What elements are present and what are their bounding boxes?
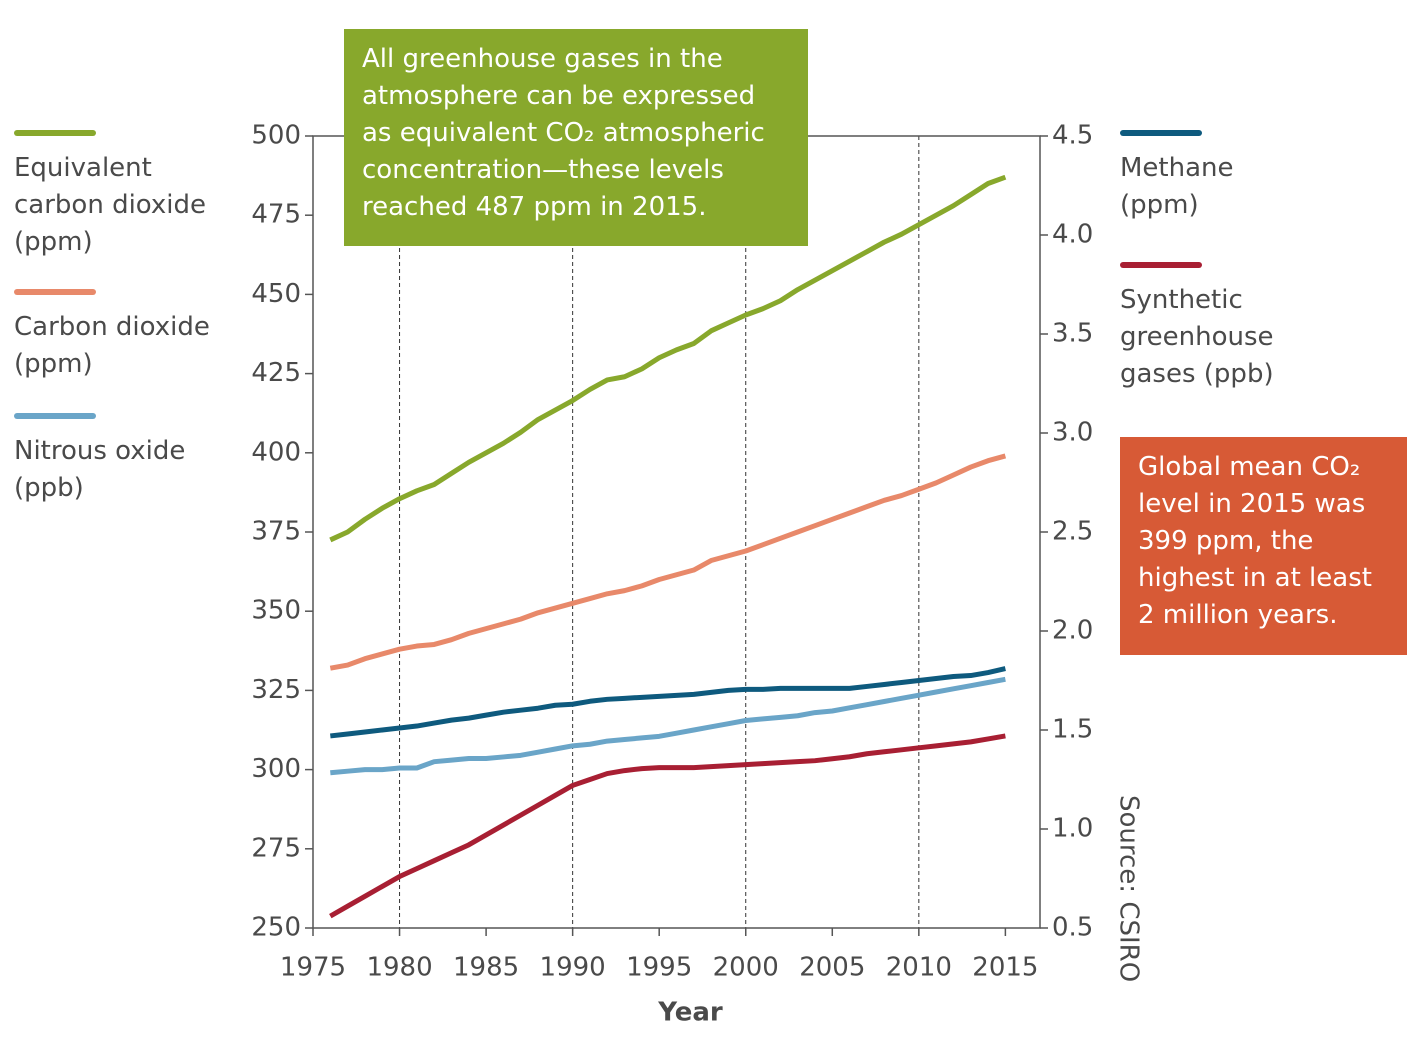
series-line	[329, 733, 1006, 919]
legend-label: Carbon dioxide (ppm)	[14, 312, 210, 379]
series-line	[329, 453, 1007, 671]
x-tick-label: 2005	[799, 953, 865, 983]
y-tick-label: 350	[251, 596, 301, 626]
legend-swatch	[14, 413, 96, 419]
legend-item: Carbon dioxide (ppm)	[14, 289, 244, 383]
legend-item: Methane (ppm)	[1120, 130, 1270, 224]
x-tick-label: 2015	[972, 953, 1038, 983]
x-axis-title: Year	[657, 998, 723, 1028]
series-line	[330, 666, 1006, 739]
source-note: Source: CSIRO	[1114, 795, 1144, 982]
y-tick-label: 325	[251, 675, 301, 705]
y-tick-label: 275	[251, 833, 301, 863]
legend-swatch	[1120, 262, 1202, 268]
y-tick-label: 500	[251, 121, 301, 151]
y-tick-label: 250	[251, 913, 301, 943]
plot-frame	[312, 135, 1041, 929]
legend-item: Synthetic greenhouse gases (ppb)	[1120, 262, 1310, 393]
series-line	[329, 174, 1007, 543]
x-tick-label: 1995	[626, 953, 692, 983]
y-tick-label: 300	[251, 754, 301, 784]
x-tick-label: 2000	[713, 953, 779, 983]
x-tick-label: 1980	[366, 953, 432, 983]
y2-tick-label: 2.0	[1052, 616, 1093, 646]
legend-swatch	[14, 130, 96, 136]
y2-tick-label: 4.0	[1052, 220, 1093, 250]
y2-tick-label: 4.5	[1052, 121, 1093, 151]
y2-tick-label: 3.5	[1052, 319, 1093, 349]
legend-item: Nitrous oxide (ppb)	[14, 413, 244, 507]
x-tick-label: 2010	[886, 953, 952, 983]
series-line	[330, 676, 1006, 776]
legend-swatch	[1120, 130, 1202, 136]
y2-tick-label: 3.0	[1052, 418, 1093, 448]
y2-tick-label: 2.5	[1052, 517, 1093, 547]
annotation: All greenhouse gases in the atmosphere c…	[344, 29, 808, 246]
legend-label: Methane (ppm)	[1120, 153, 1234, 220]
legend-label: Equivalent carbon dioxide (ppm)	[14, 153, 207, 257]
y-tick-label: 450	[251, 279, 301, 309]
legend-label: Synthetic greenhouse gases (ppb)	[1120, 285, 1274, 389]
x-tick-label: 1975	[280, 953, 346, 983]
annotation: Global mean CO₂ level in 2015 was 399 pp…	[1120, 437, 1407, 655]
x-tick-label: 1990	[540, 953, 606, 983]
legend-swatch	[14, 289, 96, 295]
legend-item: Equivalent carbon dioxide (ppm)	[14, 130, 244, 261]
y-tick-label: 425	[251, 358, 301, 388]
y2-tick-label: 1.5	[1052, 715, 1093, 745]
legend-label: Nitrous oxide (ppb)	[14, 436, 186, 503]
y2-tick-label: 0.5	[1052, 913, 1093, 943]
x-tick-label: 1985	[453, 953, 519, 983]
y-tick-label: 375	[251, 517, 301, 547]
y2-tick-label: 1.0	[1052, 814, 1093, 844]
y-tick-label: 475	[251, 200, 301, 230]
y-tick-label: 400	[251, 437, 301, 467]
